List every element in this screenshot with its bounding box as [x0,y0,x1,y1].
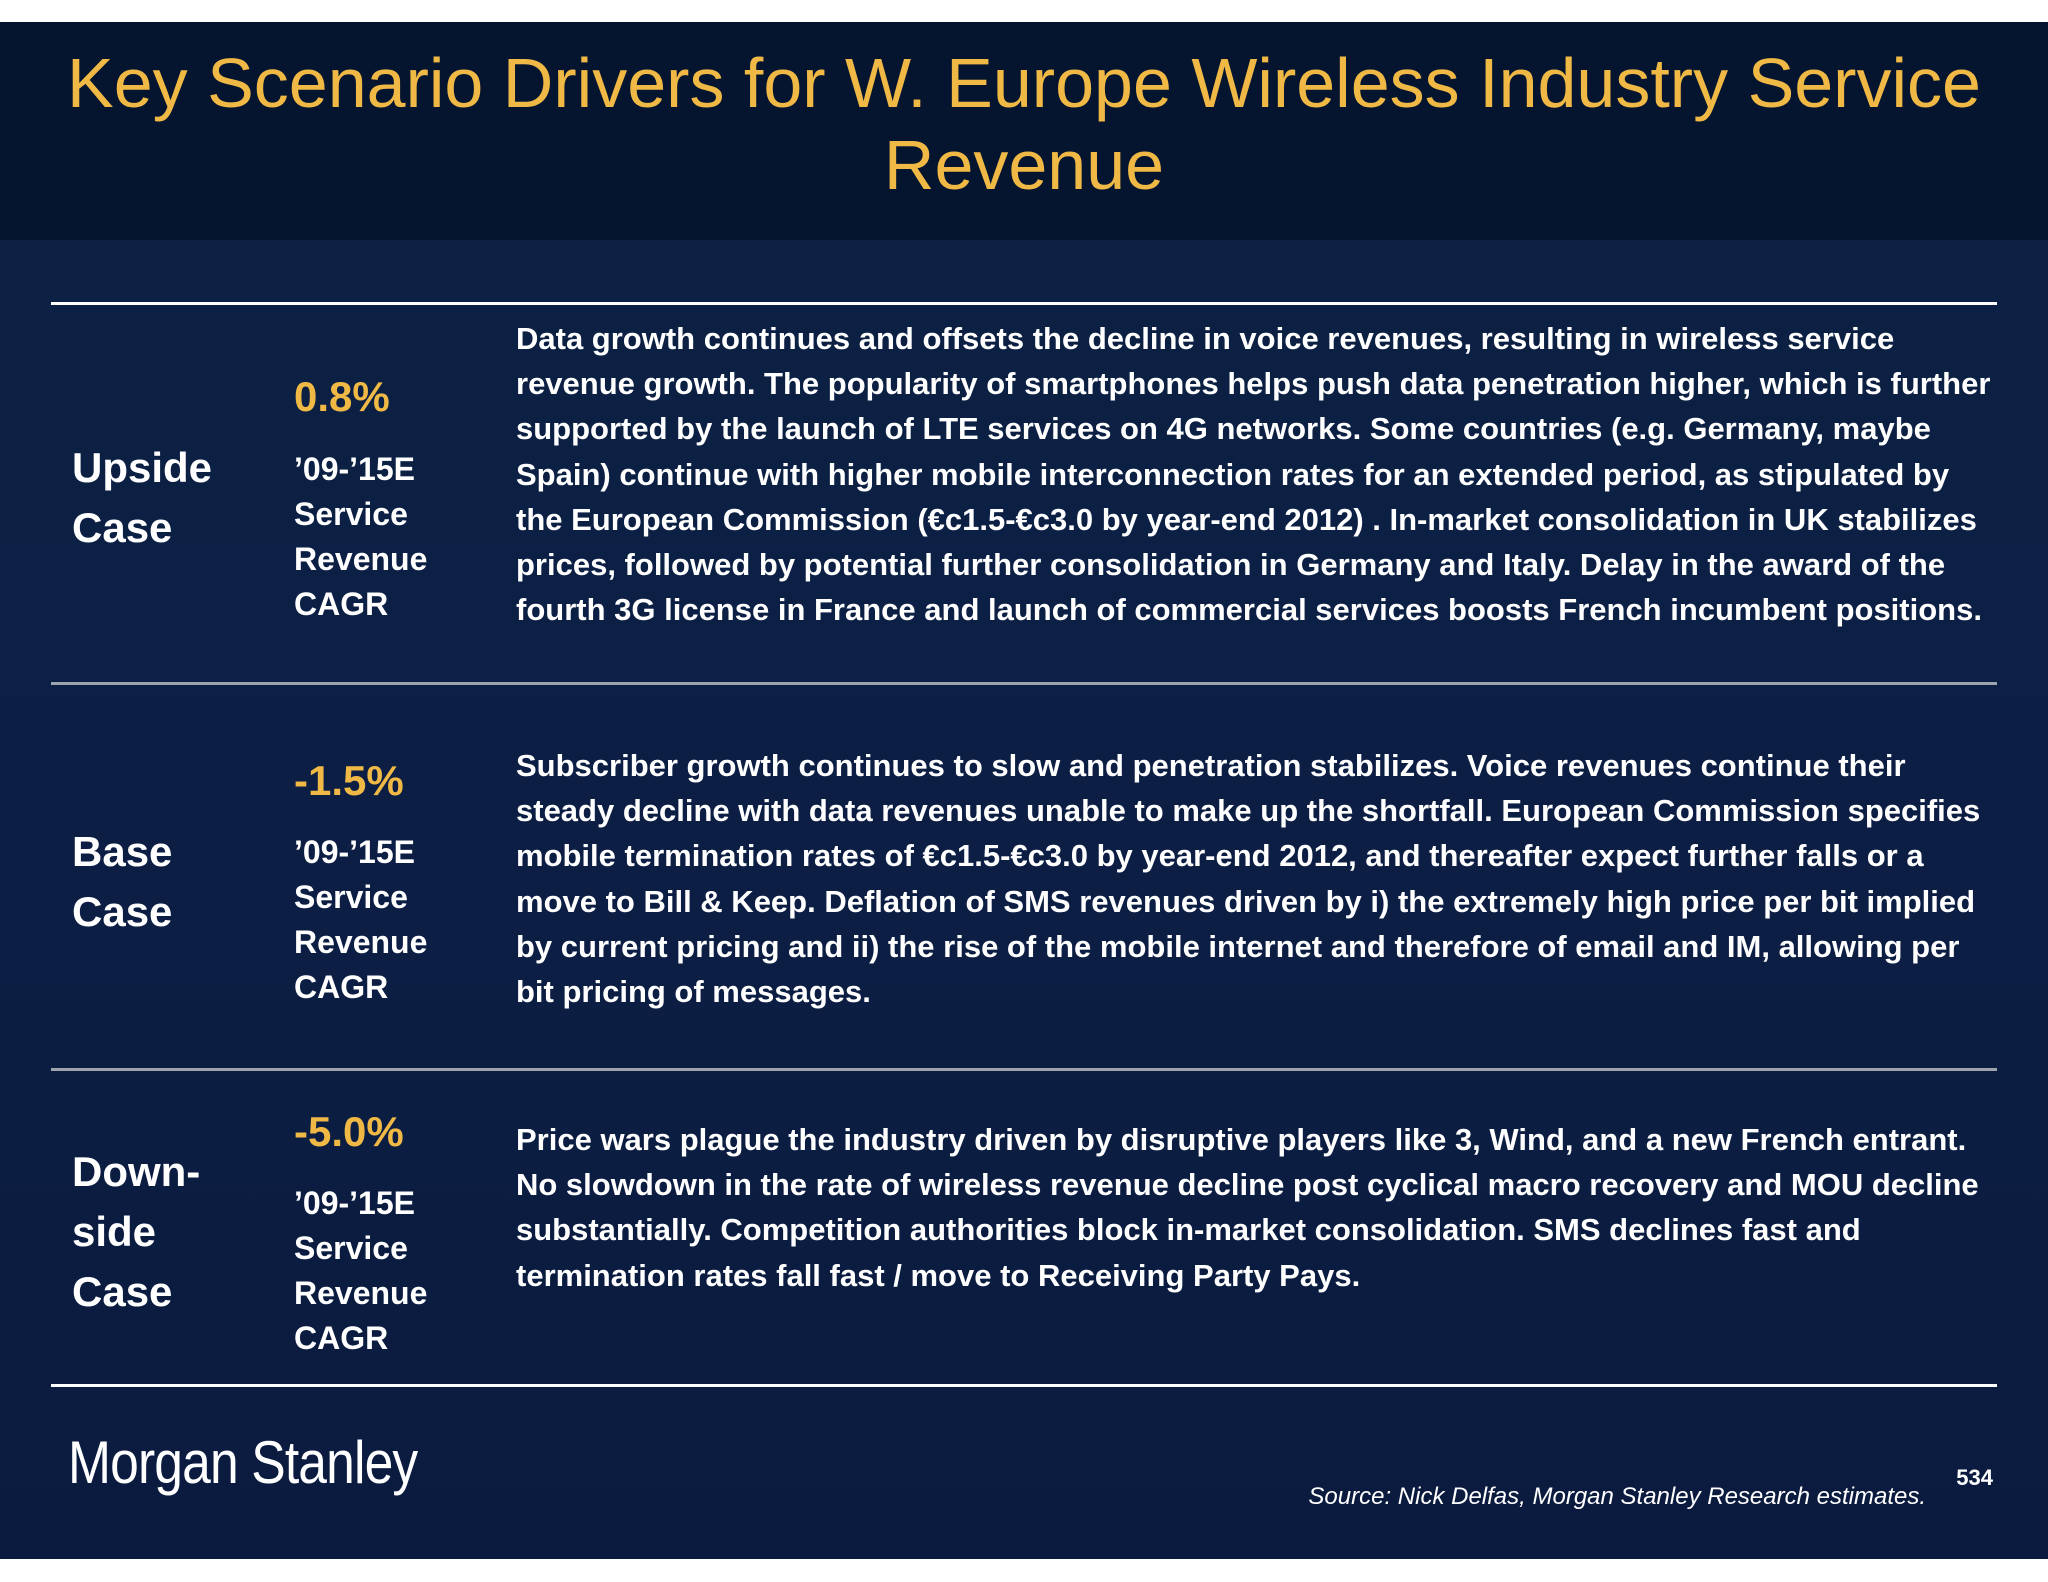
downside-case-label: Down-side Case [72,1148,201,1315]
bottom-divider [51,1384,1997,1387]
upside-case-label: Upside Case [72,444,213,551]
divider-base-downside [51,1068,1997,1071]
downside-case-description: Price wars plague the industry driven by… [516,1122,1979,1293]
source-note: Source: Nick Delfas, Morgan Stanley Rese… [1308,1483,1926,1510]
upside-case-description: Data growth continues and offsets the de… [516,321,1991,628]
base-case-description: Subscriber growth continues to slow and … [516,748,1981,1010]
slide-title: Key Scenario Drivers for W. Europe Wirel… [67,44,1981,204]
top-divider [51,302,1997,305]
divider-upside-base [51,682,1997,685]
downside-cagr-caption: ’09-’15E Service Revenue CAGR [294,1185,428,1356]
downside-cagr-value: -5.0% [294,1108,404,1155]
morgan-stanley-logo: Morgan Stanley [68,1429,418,1496]
base-case-label: Base Case [72,828,173,935]
slide: Key Scenario Drivers for W. Europe Wirel… [0,22,2048,1559]
page-number: 534 [1956,1465,1993,1490]
base-cagr-caption: ’09-’15E Service Revenue CAGR [294,834,428,1005]
upside-cagr-value: 0.8% [294,373,390,420]
upside-cagr-caption: ’09-’15E Service Revenue CAGR [294,451,428,622]
base-cagr-value: -1.5% [294,757,404,804]
title-band: Key Scenario Drivers for W. Europe Wirel… [0,22,2048,240]
